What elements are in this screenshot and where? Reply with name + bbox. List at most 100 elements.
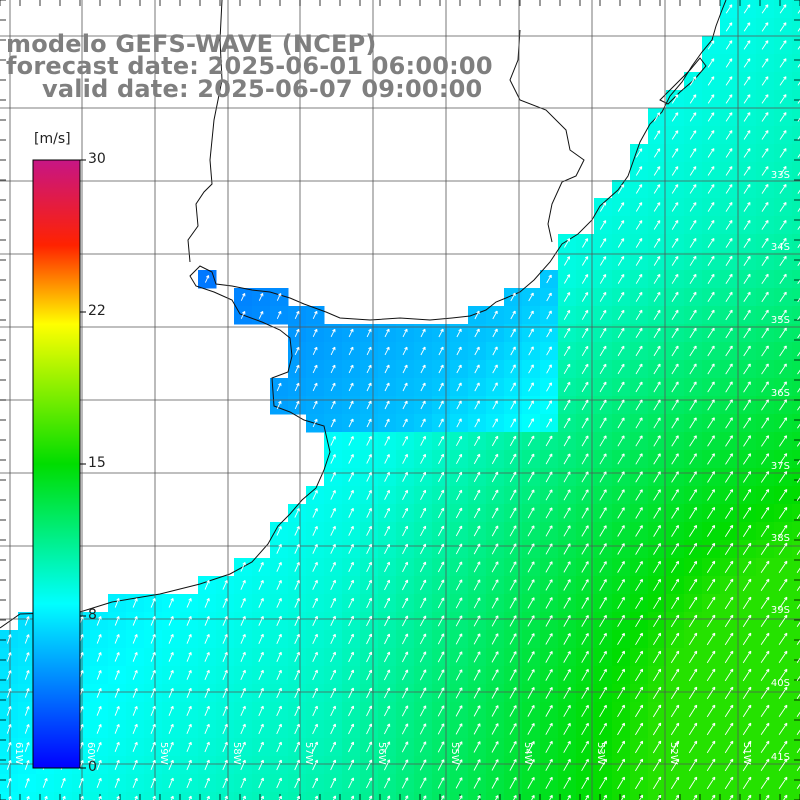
wind-arrow bbox=[760, 489, 770, 501]
wind-arrow bbox=[276, 687, 282, 699]
wind-arrow bbox=[725, 202, 733, 212]
wind-arrow bbox=[581, 399, 589, 411]
wind-arrow bbox=[797, 405, 800, 411]
wind-arrow bbox=[473, 561, 481, 573]
wind-arrow bbox=[294, 508, 300, 518]
wind-arrow bbox=[366, 364, 372, 374]
wind-arrow bbox=[671, 596, 680, 610]
wind-arrow bbox=[635, 561, 643, 573]
wind-arrow bbox=[725, 40, 733, 50]
wind-arrow bbox=[384, 436, 390, 446]
wind-arrow bbox=[150, 741, 156, 752]
wind-arrow bbox=[797, 333, 800, 339]
longitude-labels: 61W 60W 59W 58W 57W 56W 55W 54W 53W 52W 51W bbox=[13, 742, 752, 765]
wind-arrow bbox=[778, 668, 788, 682]
wind-arrow bbox=[348, 561, 354, 572]
wind-arrow bbox=[581, 579, 589, 591]
wind-arrow bbox=[617, 238, 625, 248]
wind-arrow bbox=[509, 633, 517, 645]
wind-arrow bbox=[98, 795, 102, 800]
wind-arrow bbox=[186, 651, 192, 662]
wind-arrow bbox=[635, 453, 643, 465]
wind-arrow bbox=[258, 651, 264, 662]
wind-arrow bbox=[778, 578, 788, 592]
wind-arrow bbox=[348, 615, 354, 627]
wind-arrow bbox=[707, 202, 715, 212]
wind-arrow bbox=[527, 687, 535, 699]
wind-arrow bbox=[150, 777, 156, 789]
wind-arrow bbox=[222, 597, 228, 608]
wind-cell bbox=[198, 792, 217, 800]
wind-cell bbox=[72, 792, 91, 800]
wind-arrow bbox=[671, 345, 679, 357]
wind-cell bbox=[450, 792, 469, 800]
wind-arrow bbox=[653, 291, 661, 302]
wind-arrow bbox=[779, 202, 787, 212]
wind-arrow bbox=[312, 364, 318, 374]
wind-arrow bbox=[581, 507, 589, 519]
wind-arrow bbox=[222, 669, 228, 680]
wind-arrow bbox=[743, 112, 751, 122]
wind-arrow bbox=[474, 418, 480, 428]
wind-arrow bbox=[617, 274, 625, 284]
wind-arrow bbox=[724, 560, 734, 574]
wind-arrow bbox=[599, 309, 607, 320]
wind-arrow bbox=[725, 453, 733, 465]
wind-arrow bbox=[491, 777, 499, 789]
wind-arrow bbox=[276, 543, 282, 554]
wind-arrow bbox=[599, 704, 607, 718]
wind-arrow bbox=[312, 615, 318, 626]
wind-arrow bbox=[742, 704, 752, 718]
wind-cell bbox=[792, 450, 800, 469]
wind-arrow bbox=[706, 758, 716, 772]
wind-arrow bbox=[473, 723, 481, 735]
wind-arrow bbox=[96, 741, 102, 752]
wind-arrow bbox=[671, 543, 679, 555]
wind-arrow bbox=[671, 578, 680, 592]
wind-arrow bbox=[330, 328, 336, 338]
wind-arrow bbox=[545, 453, 553, 465]
wind-arrow bbox=[671, 184, 679, 194]
wind-arrow bbox=[366, 454, 372, 464]
wind-arrow bbox=[743, 40, 751, 50]
wind-arrow bbox=[761, 363, 769, 375]
wind-arrow bbox=[204, 633, 210, 644]
wind-arrow bbox=[778, 740, 788, 754]
wind-arrow bbox=[635, 417, 643, 429]
wind-arrow bbox=[711, 794, 716, 800]
wind-arrow bbox=[761, 255, 769, 266]
wind-arrow bbox=[96, 705, 102, 716]
wind-arrow bbox=[96, 652, 102, 662]
wind-arrow bbox=[437, 669, 445, 681]
wind-arrow bbox=[330, 723, 337, 735]
wind-arrow bbox=[617, 543, 625, 555]
wind-arrow bbox=[438, 543, 445, 555]
wind-arrow bbox=[60, 777, 66, 788]
wind-arrow bbox=[348, 418, 354, 428]
wind-arrow bbox=[725, 22, 733, 32]
wind-arrow bbox=[671, 453, 679, 465]
wind-cell bbox=[792, 666, 800, 685]
wind-arrow bbox=[527, 525, 535, 537]
wind-arrow bbox=[383, 705, 391, 717]
wind-arrow bbox=[779, 40, 787, 50]
wind-arrow bbox=[491, 687, 499, 699]
wind-arrow bbox=[510, 310, 516, 320]
wind-arrow bbox=[689, 560, 698, 573]
wind-arrow bbox=[779, 417, 788, 429]
wind-arrow bbox=[384, 561, 391, 573]
wind-arrow bbox=[599, 722, 607, 736]
wind-arrow bbox=[653, 399, 661, 411]
wind-arrow bbox=[797, 297, 800, 303]
wind-arrow bbox=[150, 616, 156, 626]
country-border bbox=[187, 0, 223, 263]
wind-arrow bbox=[779, 399, 787, 411]
wind-arrow bbox=[420, 471, 427, 483]
wind-arrow bbox=[761, 112, 769, 122]
wind-arrow bbox=[797, 279, 800, 285]
longitude-label: 57W bbox=[303, 742, 314, 765]
wind-arrow bbox=[563, 704, 571, 717]
wind-arrow bbox=[294, 759, 300, 771]
wind-arrows bbox=[6, 4, 800, 800]
wind-arrow bbox=[797, 45, 800, 50]
